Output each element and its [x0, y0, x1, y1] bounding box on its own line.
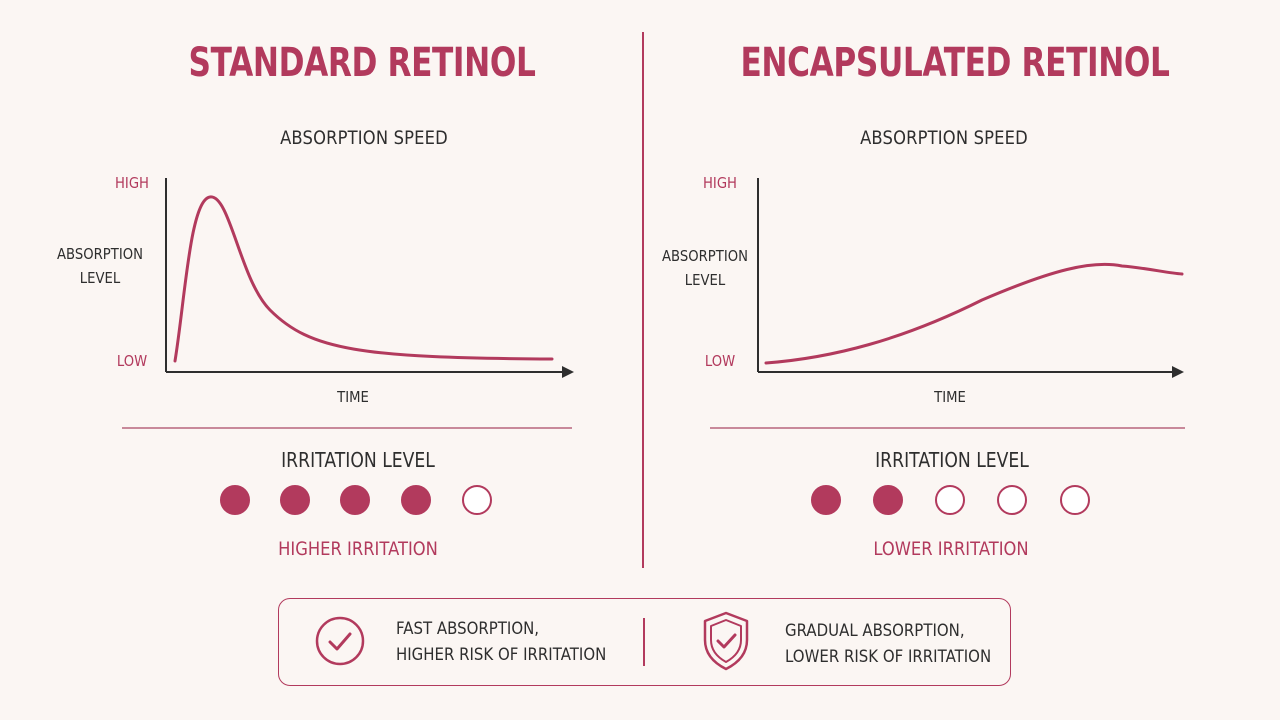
summary-left-line1: FAST ABSORPTION,	[396, 619, 540, 639]
shield-check-icon	[703, 611, 749, 671]
summary-box	[278, 598, 1011, 686]
right-y-axis-label-line2: LEVEL	[684, 271, 726, 289]
irritation-dot-empty	[997, 485, 1027, 515]
irritation-dot-filled	[811, 485, 841, 515]
right-section-divider	[710, 427, 1185, 429]
right-absorption-chart	[757, 178, 1184, 378]
irritation-dot-filled	[873, 485, 903, 515]
left-section-divider	[122, 427, 572, 429]
left-absorption-curve	[173, 195, 554, 363]
irritation-dot-filled	[220, 485, 250, 515]
summary-divider	[643, 618, 645, 666]
center-divider	[642, 32, 644, 568]
right-chart-title: ABSORPTION SPEED	[860, 127, 1028, 149]
left-y-axis-label: ABSORPTION LEVEL	[47, 242, 153, 290]
right-y-axis-label-line1: ABSORPTION	[662, 247, 748, 265]
right-irritation-caption: LOWER IRRITATION	[873, 538, 1029, 560]
left-x-axis-arrow	[562, 366, 574, 378]
left-y-axis-label-line1: ABSORPTION	[57, 245, 143, 263]
left-y-axis-label-line2: LEVEL	[79, 269, 121, 287]
right-absorption-curve	[764, 262, 1184, 365]
irritation-dot-empty	[935, 485, 965, 515]
summary-left-text: FAST ABSORPTION, HIGHER RISK OF IRRITATI…	[396, 616, 606, 668]
right-y-low-label: LOW	[704, 352, 736, 370]
summary-right-line1: GRADUAL ABSORPTION,	[785, 621, 965, 641]
check-circle-icon	[315, 616, 365, 666]
summary-right-line2: LOWER RISK OF IRRITATION	[785, 647, 992, 667]
right-x-axis-label: TIME	[934, 388, 966, 406]
left-chart-title: ABSORPTION SPEED	[280, 127, 448, 149]
right-y-high-label: HIGH	[703, 174, 737, 192]
left-y-low-label: LOW	[116, 352, 148, 370]
left-irritation-title: IRRITATION LEVEL	[281, 448, 435, 472]
left-x-axis-label: TIME	[337, 388, 369, 406]
left-y-high-label: HIGH	[115, 174, 149, 192]
irritation-dot-filled	[401, 485, 431, 515]
summary-right-text: GRADUAL ABSORPTION, LOWER RISK OF IRRITA…	[785, 618, 991, 670]
irritation-dot-empty	[462, 485, 492, 515]
standard-retinol-title: STANDARD RETINOL	[188, 40, 536, 86]
summary-left-line2: HIGHER RISK OF IRRITATION	[396, 645, 607, 665]
irritation-dot-filled	[340, 485, 370, 515]
left-irritation-caption: HIGHER IRRITATION	[278, 538, 438, 560]
right-x-axis-arrow	[1172, 366, 1184, 378]
encapsulated-retinol-title: ENCAPSULATED RETINOL	[740, 40, 1170, 86]
right-y-axis-label: ABSORPTION LEVEL	[652, 244, 758, 292]
left-absorption-chart	[165, 178, 574, 378]
irritation-dot-filled	[280, 485, 310, 515]
irritation-dot-empty	[1060, 485, 1090, 515]
right-irritation-title: IRRITATION LEVEL	[875, 448, 1029, 472]
